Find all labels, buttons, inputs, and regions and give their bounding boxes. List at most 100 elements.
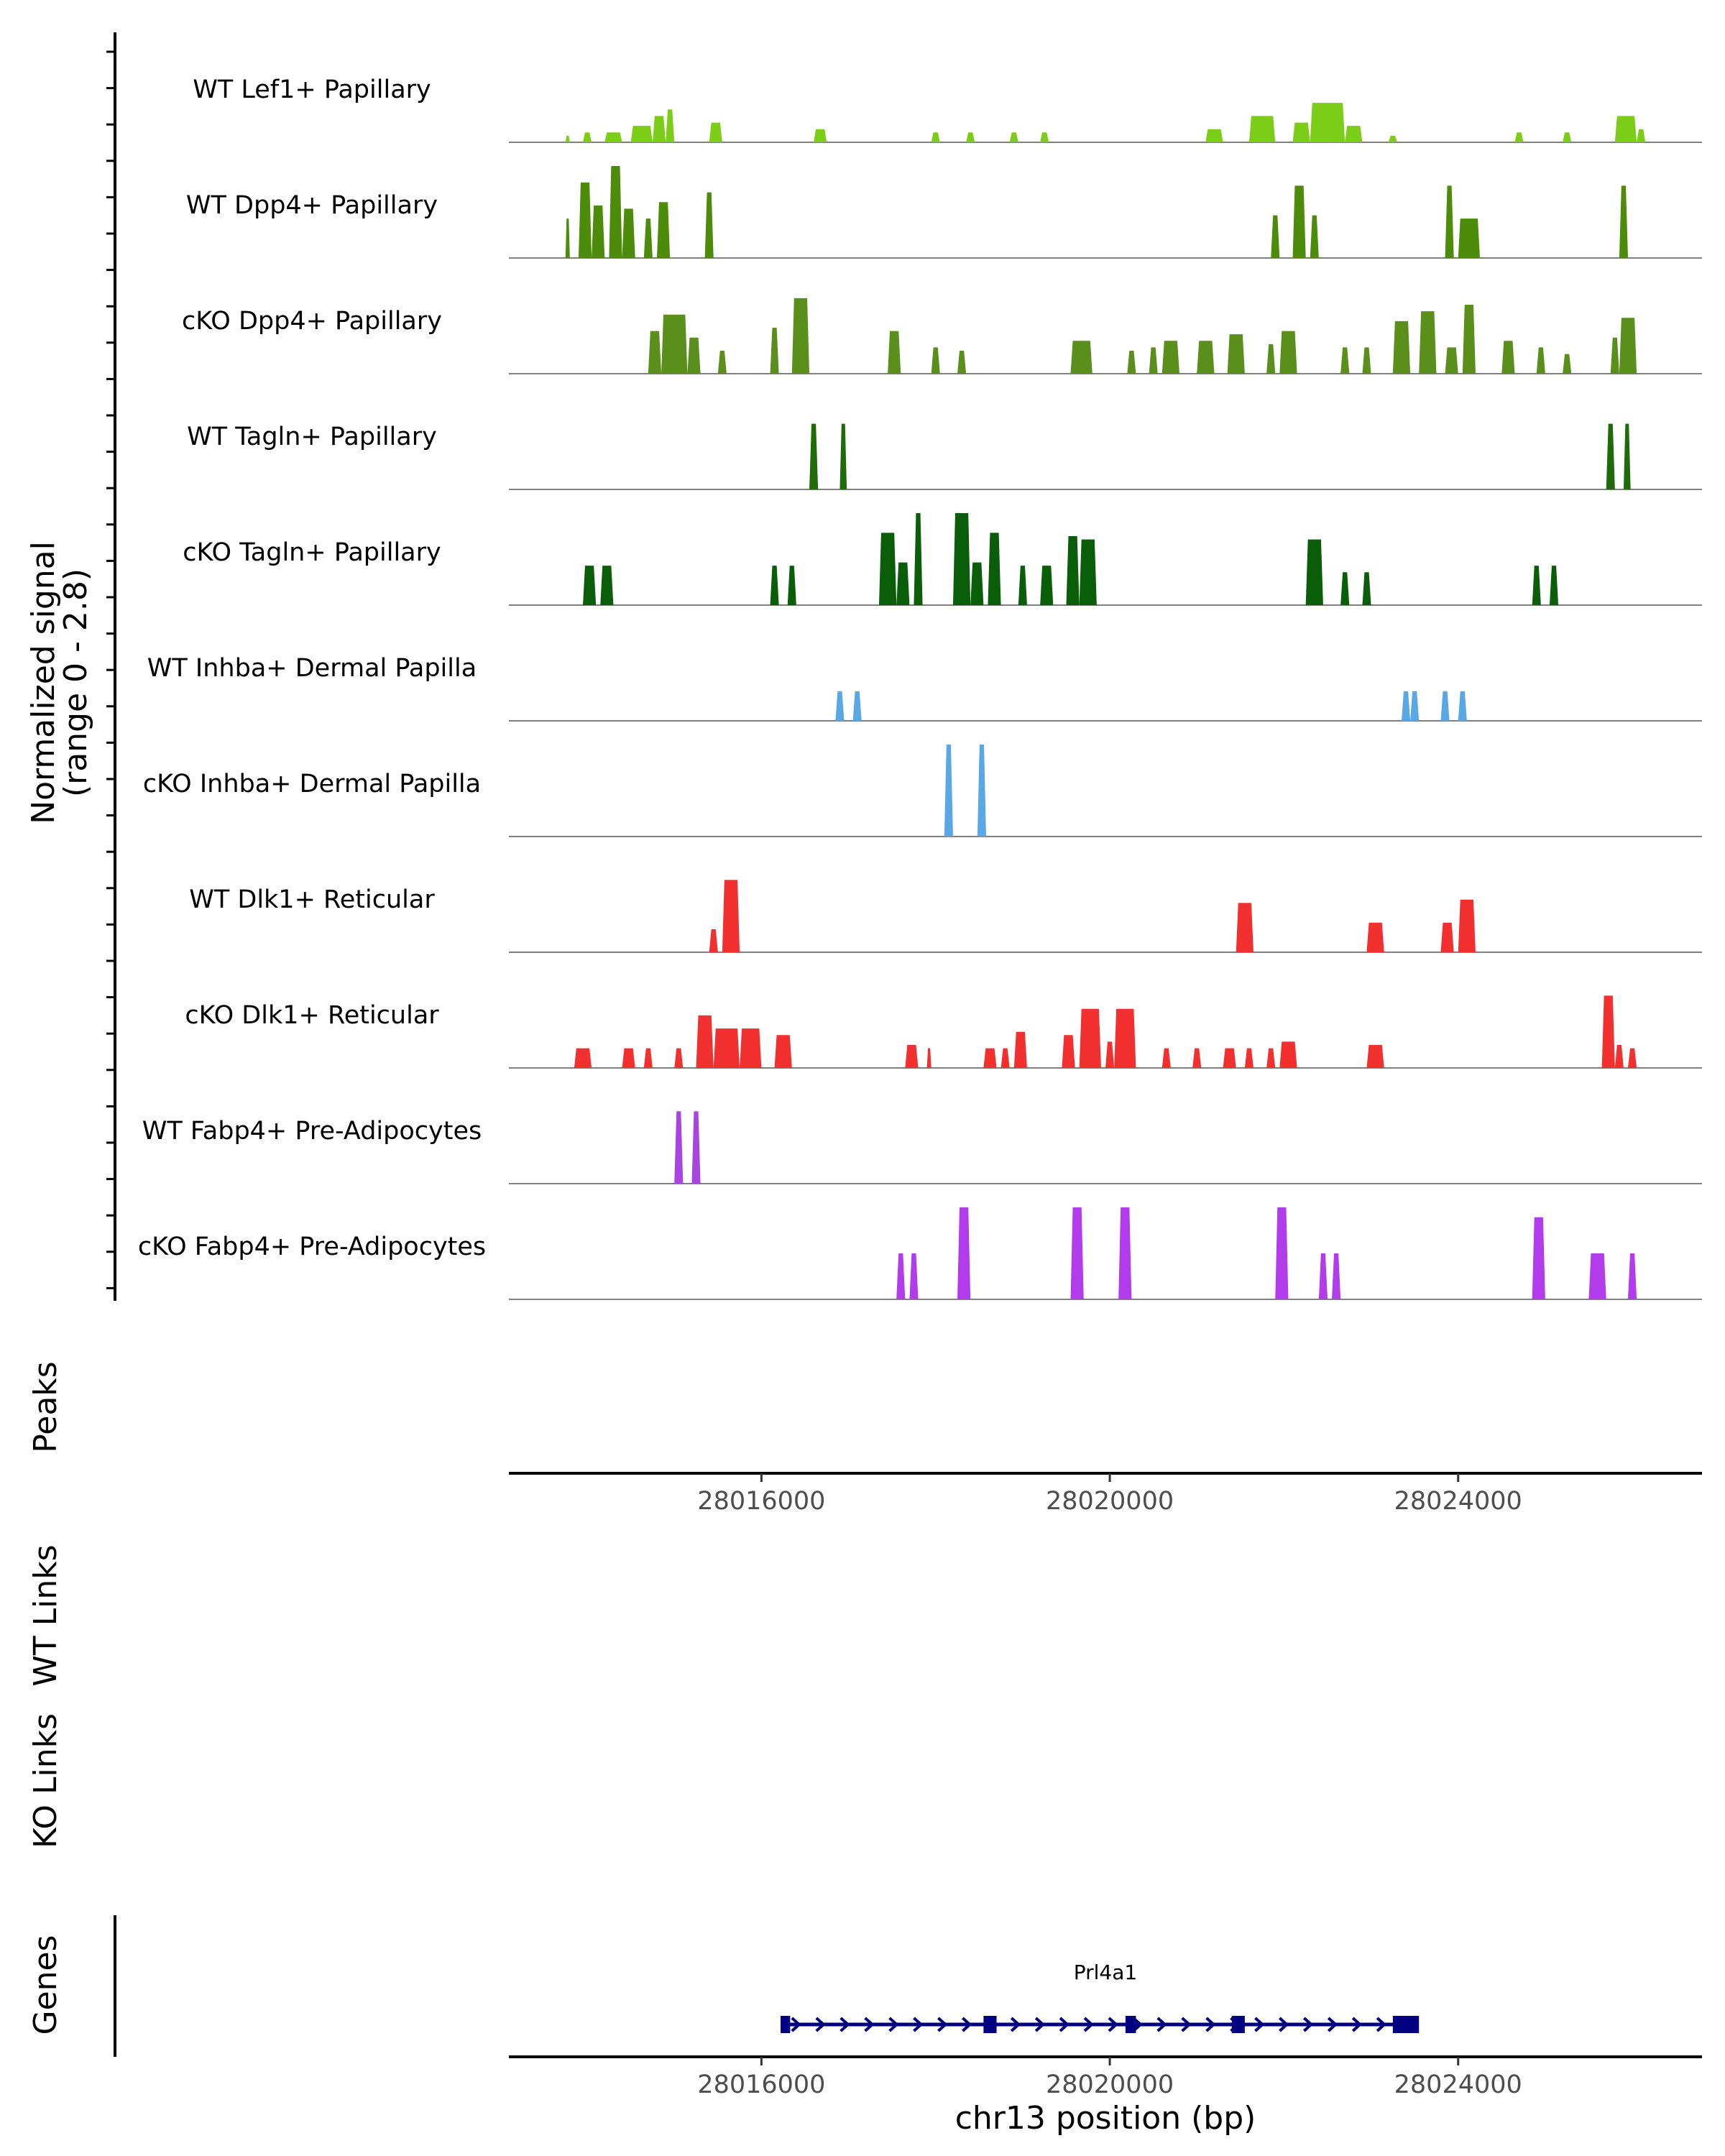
signal-peak [1401, 691, 1411, 721]
signal-peak [1079, 1008, 1101, 1068]
track: WT Dpp4+ Papillary [186, 166, 1702, 259]
coverage-y-ticks [106, 50, 115, 1289]
signal-peak [952, 513, 971, 605]
gene-exon [781, 2016, 791, 2033]
signal-peak [656, 202, 671, 258]
signal-peak [1419, 311, 1437, 374]
signal-peak [674, 1111, 684, 1184]
signal-peak [696, 1015, 714, 1068]
signal-peak [888, 331, 901, 374]
peaks-label: Peaks [27, 1361, 64, 1452]
track-label: cKO Fabp4+ Pre-Adipocytes [138, 1233, 486, 1261]
signal-peak [709, 122, 722, 142]
signal-peak [977, 745, 986, 837]
signal-peak [809, 423, 819, 489]
signal-peak [957, 351, 967, 374]
track: WT Fabp4+ Pre-Adipocytes [142, 1111, 1702, 1184]
signal-peak [1040, 566, 1054, 605]
gene-exon [983, 2016, 997, 2033]
signal-peak [717, 351, 727, 374]
signal-peak [1279, 1041, 1297, 1068]
signal-peak [1162, 341, 1179, 374]
strand-arrow [1205, 2017, 1216, 2032]
signal-peak [852, 691, 862, 721]
x-tick-label: 28024000 [1394, 1487, 1522, 1516]
signal-peak [1292, 122, 1310, 142]
signal-peak [896, 1253, 906, 1299]
signal-peak [1332, 1253, 1341, 1299]
signal-peak [1018, 566, 1027, 605]
strand-arrow [840, 2017, 850, 2032]
strand-arrow [864, 2017, 875, 2032]
track-label: cKO Inhba+ Dermal Papilla [143, 770, 481, 798]
signal-peak [1340, 347, 1350, 374]
signal-peak [1105, 1041, 1115, 1068]
coverage-y-label: Normalized signal [25, 541, 62, 824]
coverage-tracks: WT Lef1+ Papillary WT Dpp4+ Papillary cKO … [138, 75, 1702, 1300]
signal-peak [1588, 1253, 1606, 1299]
track-label: WT Lef1+ Papillary [193, 75, 431, 104]
signal-peak [905, 1045, 919, 1068]
signal-peak [565, 218, 570, 258]
signal-peak [582, 132, 592, 142]
signal-peak [791, 298, 810, 374]
signal-peak [1040, 132, 1049, 142]
signal-peak [970, 562, 984, 605]
signal-peak [988, 533, 1001, 605]
strand-arrow [1059, 2017, 1070, 2032]
strand-arrow [815, 2017, 826, 2032]
x-tick-label: 28016000 [697, 1487, 825, 1516]
signal-peak [1410, 691, 1420, 721]
signal-peak [1009, 132, 1018, 142]
signal-peak [1248, 116, 1276, 142]
track: WT Lef1+ Papillary [193, 75, 1702, 143]
signal-peak [835, 691, 845, 721]
strand-arrow [1302, 2017, 1314, 2032]
x-tick-label: 28020000 [1046, 1487, 1174, 1516]
strand-arrow [1279, 2017, 1289, 2032]
genes-label: Genes [27, 1935, 64, 2035]
signal-peak [604, 132, 622, 142]
signal-peak [1445, 185, 1454, 258]
signal-peak [1628, 1048, 1637, 1068]
strand-arrow [1108, 2017, 1118, 2032]
signal-peak [648, 331, 662, 374]
signal-peak [1279, 331, 1297, 374]
track: cKO Inhba+ Dermal Papilla [143, 745, 1702, 837]
signal-peak [687, 337, 701, 374]
ko-links-label: KO Links [27, 1713, 64, 1848]
signal-peak [1563, 132, 1572, 142]
genes-panel: Genes Prl4a1 28016000 28020000 28024000 ch… [27, 1915, 1702, 2137]
signal-peak [1070, 341, 1092, 374]
signal-peak [652, 116, 666, 142]
signal-peak [1236, 903, 1254, 952]
track: cKO Dlk1+ Reticular [185, 995, 1702, 1069]
signal-peak [1392, 321, 1411, 374]
signal-peak [578, 182, 592, 258]
signal-peak [1066, 536, 1080, 605]
gene-name-label: Prl4a1 [1074, 1961, 1137, 1984]
signal-peak [1514, 132, 1524, 142]
signal-peak [1192, 1048, 1202, 1068]
signal-peak [1601, 995, 1615, 1068]
signal-peak [1266, 344, 1276, 374]
signal-peak [1205, 129, 1223, 142]
signal-peak [600, 566, 614, 605]
signal-peak [1340, 572, 1350, 605]
signal-peak [1440, 922, 1454, 952]
gene-exon [1231, 2016, 1245, 2033]
track-label: WT Fabp4+ Pre-Adipocytes [142, 1117, 482, 1146]
peaks-panel: Peaks 28016000 28020000 28024000 [27, 1361, 1702, 1516]
signal-peak [1127, 351, 1136, 374]
x-tick-label: 28024000 [1394, 2070, 1522, 2099]
signal-peak [1305, 539, 1323, 605]
signal-peak [1458, 218, 1481, 258]
signal-peak [1244, 1048, 1254, 1068]
signal-peak [1271, 215, 1280, 258]
signal-peak [1000, 1048, 1010, 1068]
signal-peak [1619, 185, 1629, 258]
signal-peak [931, 347, 940, 374]
strand-arrow [1010, 2017, 1021, 2032]
signal-peak [622, 208, 635, 258]
